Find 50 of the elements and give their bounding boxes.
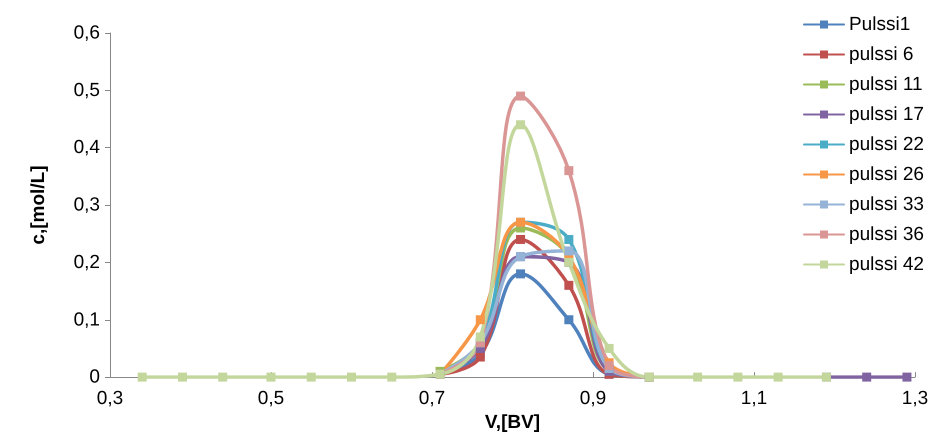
point [516,234,526,244]
point [218,372,228,382]
point [564,280,574,290]
point [476,352,485,362]
point [564,246,574,256]
x-tick-label: 0,7 [418,388,446,410]
legend-label: pulssi 6 [849,44,914,65]
legend-label: pulssi 33 [849,194,924,215]
point [266,372,276,382]
x-tick-label: 1,3 [902,388,928,410]
point [476,332,485,342]
point [516,92,526,101]
point [564,166,574,176]
point [564,234,574,244]
point [733,372,742,382]
y-tick-label: 0 [89,366,100,388]
legend-label: pulssi 26 [849,164,924,185]
point [774,372,783,382]
y-tick-label: 0,1 [74,309,100,330]
point [516,120,526,130]
point [387,372,396,382]
point [347,372,356,382]
legend-label: pulssi 11 [849,74,923,95]
y-tick-label: 0,3 [74,194,100,216]
x-tick-label: 1,1 [740,388,768,410]
x-tick-label: 0,3 [96,388,124,410]
y-tick-label: 0,5 [74,80,100,101]
legend-label: pulssi 22 [849,134,924,155]
legend-label: pulssi 42 [849,254,924,275]
x-tick-label: 0,9 [580,388,606,410]
legend-label: Pulssi1 [849,14,910,35]
x-axis-title: V,[BV] [484,412,540,433]
y-tick-label: 0,6 [74,22,100,44]
point [306,372,316,382]
y-axis-title: c,[mol/L] [28,165,49,245]
x-tick-label: 0,5 [258,388,284,410]
point [902,372,912,382]
legend-label: pulssi 17 [849,104,924,125]
y-tick-label: 0,2 [74,252,100,273]
point [138,372,147,382]
point [178,372,187,382]
point [604,344,614,353]
y-tick-label: 0,4 [74,137,100,158]
point [564,315,574,324]
point [604,361,614,370]
point [862,372,872,382]
point [476,315,485,324]
legend-label: pulssi 36 [849,224,924,245]
point [516,269,526,278]
point [693,372,702,382]
